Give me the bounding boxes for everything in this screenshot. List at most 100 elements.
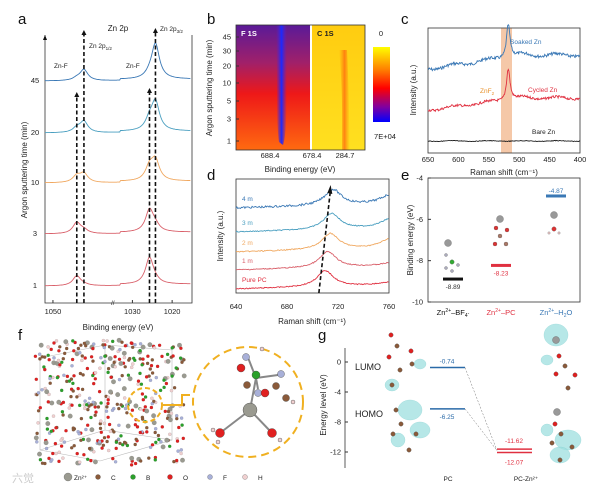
category-label-part: - (468, 311, 470, 317)
atom-icon (390, 431, 396, 437)
atom-icon (77, 393, 82, 397)
x-tick-label: 284.7 (336, 151, 355, 160)
atom-icon (54, 339, 59, 343)
y-tick-label: 1 (227, 137, 231, 146)
atom-icon (172, 459, 176, 464)
atom-icon (79, 343, 83, 347)
atom-icon (91, 342, 96, 346)
energy-level-label: -6.25 (440, 414, 455, 421)
atom-icon (153, 427, 158, 431)
panel-label-a: a (18, 11, 27, 28)
atom-icon (242, 402, 258, 418)
colorbar-max-label: 0 (379, 29, 383, 38)
series-line (45, 98, 191, 134)
atom-icon (91, 346, 95, 351)
atom-icon (36, 409, 41, 413)
atom-icon (136, 382, 140, 386)
y-tick-label: 5 (227, 97, 231, 106)
atom-icon (38, 352, 42, 356)
atom-icon (110, 339, 115, 344)
atom-icon (116, 337, 122, 343)
atom-icon (108, 429, 113, 433)
legend-label: F (223, 475, 227, 482)
atom-icon (181, 436, 185, 441)
atom-icon (141, 357, 145, 361)
series-line (235, 270, 389, 290)
atom-icon (50, 458, 54, 462)
atom-icon (49, 347, 53, 352)
atom-icon (43, 355, 47, 359)
atom-icon (130, 345, 135, 349)
atom-icon (167, 444, 172, 448)
atom-icon (149, 405, 154, 410)
atom-icon (126, 373, 131, 377)
atom-icon (70, 364, 74, 368)
zoom-circle (192, 346, 304, 458)
atom-icon (174, 414, 179, 418)
series-label: Soaked Zn (510, 39, 542, 46)
atom-icon (72, 349, 76, 353)
atom-icon (97, 389, 102, 394)
y-tick-label: 20 (31, 128, 39, 137)
x-axis-label: Binding energy (eV) (83, 323, 154, 332)
atom-icon (98, 366, 102, 370)
y-tick-label: 1 (33, 281, 37, 290)
atom-icon (56, 358, 61, 363)
atom-icon (117, 357, 122, 361)
y-axis-label: Binding energy (eV) (406, 204, 415, 275)
atom-icon (180, 457, 185, 463)
atom-icon (393, 407, 399, 413)
panel-d-chart: Raman shift (cm⁻¹) Intensity (a.u.) 640 6… (216, 178, 395, 326)
atom-icon (83, 356, 87, 360)
atom-icon (147, 342, 153, 348)
orbital-lobe (397, 399, 423, 421)
atom-icon (158, 388, 163, 393)
atom-icon (492, 241, 498, 247)
atom-icon (96, 405, 101, 409)
chart-title: Zn 2p (108, 24, 129, 33)
category-label-part: Zn (486, 308, 495, 317)
atom-icon (120, 373, 124, 378)
atom-icon (121, 386, 127, 392)
y-tick-label: -12 (330, 448, 341, 457)
atom-icon (179, 451, 183, 456)
atom-icon (557, 231, 561, 235)
atom-icon (62, 373, 66, 377)
atom-icon (99, 401, 103, 405)
value-label: -8.23 (494, 270, 509, 277)
atom-icon (56, 399, 62, 405)
atom-icon (409, 361, 415, 367)
zoom-region-circle (127, 387, 163, 423)
x-tick-label: 1020 (164, 307, 181, 316)
panel-a-chart: Zn 2p Zn 2p1/2 Zn 2p3/2 Zn-F Zn-F Bindin… (20, 24, 193, 332)
atom-icon (162, 378, 166, 382)
atom-icon (413, 431, 419, 437)
x-tick-label: 650 (422, 155, 435, 164)
atom-icon (80, 354, 85, 358)
atom-icon (260, 388, 270, 398)
atom-icon (112, 430, 116, 434)
series-line (44, 155, 191, 184)
atom-icon (558, 431, 564, 437)
atom-icon (92, 459, 98, 465)
series-line (235, 232, 389, 253)
atom-icon (89, 415, 93, 420)
annotation-znf-left: Zn-F (54, 63, 68, 70)
category-label: Zn2+–PC (486, 308, 516, 317)
category-label-part: 2+ (495, 308, 501, 314)
atom-icon (49, 429, 54, 433)
atom-icon (282, 394, 290, 402)
atom-icon (180, 423, 184, 427)
atom-icon (127, 358, 131, 362)
atom-icon (114, 440, 119, 444)
atom-icon (179, 416, 184, 420)
series-line (45, 42, 191, 82)
panel-label-e: e (401, 167, 409, 184)
atom-icon (109, 345, 115, 351)
connector-dashed-line (464, 367, 498, 451)
atom-icon (170, 374, 174, 378)
legend-marker-icon (207, 474, 213, 480)
atom-icon (80, 358, 84, 363)
region-label-f1s: F 1S (241, 29, 257, 38)
